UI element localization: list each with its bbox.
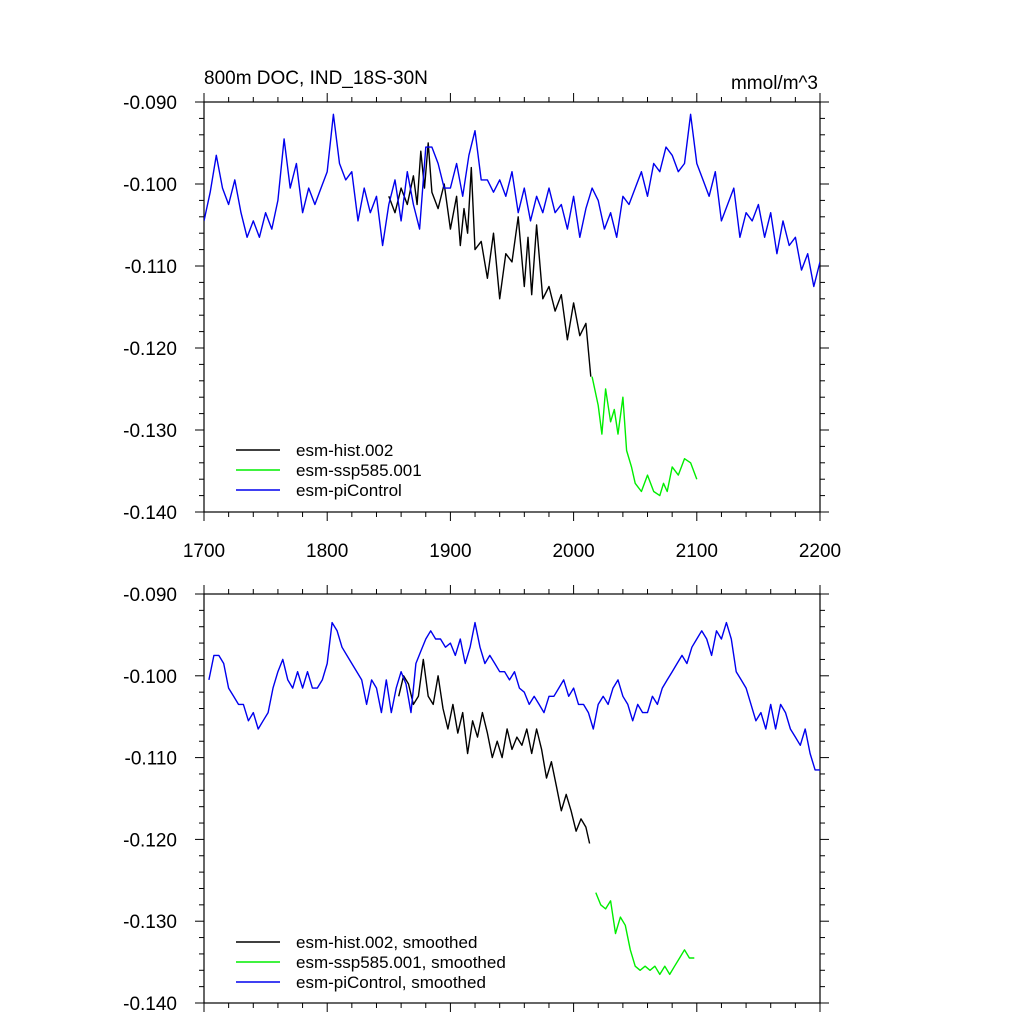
- x-tick-label-top: 1800: [306, 541, 348, 562]
- y-tick-label-top: -0.140: [123, 503, 177, 524]
- series-line-bottom-1: [398, 658, 591, 844]
- y-tick-label-bottom: -0.110: [125, 749, 177, 770]
- legend-label-bottom-2: esm-ssp585.001, smoothed: [296, 953, 506, 972]
- chart-panel-bottom: -0.090 -0.100 -0.110 -0.120 -0.130 -0.140 esm-…: [123, 585, 829, 1015]
- y-tick-label-bottom: -0.090: [123, 585, 177, 606]
- y-tick-label-top: -0.100: [123, 175, 177, 196]
- y-tick-label-top: -0.090: [123, 93, 177, 114]
- chart-panel-top: -0.090 -0.100 -0.110 -0.120 -0.130 -0.140 1700…: [123, 68, 841, 562]
- x-tick-label-top: 2000: [552, 541, 594, 562]
- series-line-top-3: [204, 113, 820, 288]
- units-label: mmol/m^3: [731, 73, 818, 94]
- series-line-bottom-2: [595, 892, 695, 976]
- y-tick-label-top: -0.120: [123, 339, 177, 360]
- x-tick-label-top: 2100: [676, 541, 718, 562]
- x-tick-label-top: 2200: [799, 541, 841, 562]
- x-tick-label-top: 1900: [429, 541, 471, 562]
- y-tick-label-bottom: -0.120: [123, 830, 177, 851]
- plot-frame-top: [203, 101, 821, 513]
- x-tick-label-top: 1700: [183, 541, 225, 562]
- series-line-bottom-3: [208, 621, 820, 771]
- y-tick-label-top: -0.110: [125, 257, 177, 278]
- series-line-top-1: [388, 142, 592, 377]
- legend-label-bottom-1: esm-hist.002, smoothed: [296, 933, 477, 952]
- legend-label-top-3: esm-piControl: [296, 481, 402, 500]
- legend-label-top-1: esm-hist.002: [296, 441, 393, 460]
- y-tick-label-bottom: -0.140: [123, 994, 177, 1015]
- y-tick-label-bottom: -0.100: [123, 667, 177, 688]
- y-tick-label-bottom: -0.130: [123, 912, 177, 933]
- chart-title: 800m DOC, IND_18S-30N: [204, 68, 428, 89]
- plot-frame-bottom: [203, 593, 821, 1004]
- legend-label-bottom-3: esm-piControl, smoothed: [296, 973, 486, 992]
- legend-label-top-2: esm-ssp585.001: [296, 461, 422, 480]
- series-line-top-2: [591, 376, 698, 497]
- y-tick-label-top: -0.130: [123, 421, 177, 442]
